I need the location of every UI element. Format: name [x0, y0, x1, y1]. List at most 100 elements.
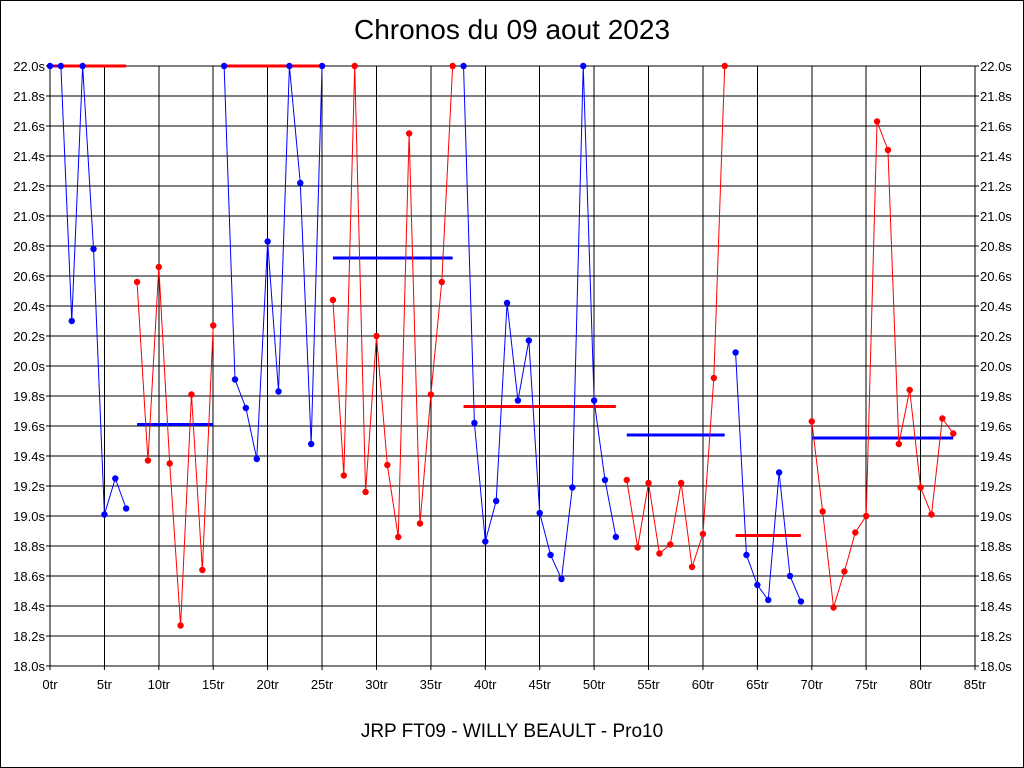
y-tick-label: 19.6s	[13, 419, 45, 434]
y-tick-label-right: 20.0s	[980, 359, 1012, 374]
data-point	[155, 263, 163, 271]
data-point	[928, 511, 935, 518]
data-point	[612, 533, 620, 541]
data-point	[645, 479, 652, 487]
data-point	[699, 530, 707, 538]
data-point	[427, 391, 435, 398]
y-tick-label: 20.0s	[13, 359, 45, 374]
y-tick-label-right: 18.8s	[980, 539, 1012, 554]
data-point	[297, 179, 304, 187]
y-tick-label-right: 21.4s	[980, 149, 1012, 164]
data-point	[525, 337, 533, 344]
x-tick-label: 10tr	[148, 677, 171, 692]
data-point	[384, 461, 391, 469]
data-point	[514, 397, 522, 404]
x-tick-label: 75tr	[855, 677, 878, 692]
data-point	[634, 544, 641, 551]
data-point	[852, 529, 859, 536]
y-tick-label-right: 21.6s	[980, 119, 1012, 134]
data-point	[775, 469, 783, 476]
data-point	[122, 505, 130, 512]
x-axis: 0tr 5tr 10tr 15tr 20tr 25tr 30tr 35tr 40tr 45tr 50…	[42, 666, 987, 692]
x-tick-label: 55tr	[637, 677, 660, 692]
y-tick-label-right: 21.2s	[980, 179, 1012, 194]
data-point	[166, 460, 173, 467]
y-tick-label-right: 21.0s	[980, 209, 1012, 224]
series-line	[223, 65, 323, 460]
y-axis-right: 18.0s 18.2s 18.4s 18.6s 18.8s 19.0s 19.2s 19.4s…	[975, 59, 1012, 674]
data-point	[79, 62, 86, 70]
y-tick-label-right: 21.8s	[980, 89, 1012, 104]
data-point	[90, 245, 97, 253]
y-tick-label-right: 19.4s	[980, 449, 1012, 464]
data-point	[231, 376, 239, 383]
y-tick-label-right: 20.6s	[980, 269, 1012, 284]
data-point	[503, 299, 511, 307]
y-tick-label: 19.2s	[13, 479, 45, 494]
data-point	[590, 397, 598, 404]
data-point	[286, 62, 293, 70]
y-tick-label-right: 20.4s	[980, 299, 1012, 314]
x-tick-label: 80tr	[909, 677, 932, 692]
y-axis-left: 18.0s 18.2s 18.4s 18.6s 18.8s 19.0s 19.2s 19.4s…	[13, 59, 50, 674]
data-point	[492, 497, 500, 505]
x-tick-label: 85tr	[964, 677, 987, 692]
data-point	[765, 596, 772, 604]
series-line	[136, 266, 214, 626]
y-tick-label: 20.6s	[13, 269, 45, 284]
x-tick-label: 5tr	[97, 677, 113, 692]
data-point	[547, 551, 554, 559]
y-tick-label: 22.0s	[13, 59, 45, 74]
data-point	[819, 508, 826, 515]
y-tick-label-right: 19.0s	[980, 509, 1012, 524]
x-tick-label: 40tr	[474, 677, 497, 692]
data-point	[438, 278, 445, 286]
data-point	[841, 568, 848, 575]
data-point	[623, 476, 630, 484]
data-point	[558, 575, 565, 583]
series-line	[811, 121, 954, 608]
x-tick-label: 15tr	[202, 677, 225, 692]
y-tick-label: 20.2s	[13, 329, 45, 344]
data-point	[373, 332, 380, 340]
data-point	[362, 488, 369, 496]
data-point	[536, 509, 543, 517]
x-tick-label: 60tr	[692, 677, 715, 692]
data-point	[133, 278, 141, 286]
x-tick-label: 45tr	[529, 677, 552, 692]
chart-title: Chronos du 09 aout 2023	[353, 14, 671, 45]
data-point	[318, 62, 326, 70]
data-point	[57, 62, 65, 70]
y-tick-label: 21.0s	[13, 209, 45, 224]
y-tick-label: 21.4s	[13, 149, 45, 164]
data-point	[743, 551, 750, 559]
data-point	[199, 566, 206, 574]
x-tick-label: 50tr	[583, 677, 606, 692]
y-tick-label: 21.2s	[13, 179, 45, 194]
data-point	[688, 563, 696, 571]
data-point	[177, 622, 184, 629]
data-point	[950, 430, 957, 437]
data-point	[471, 419, 478, 427]
series-line	[50, 65, 127, 515]
y-tick-label: 21.8s	[13, 89, 45, 104]
data-point	[188, 391, 195, 398]
data-point	[220, 62, 228, 70]
data-point	[449, 62, 456, 70]
data-point	[569, 484, 576, 491]
y-tick-label: 19.8s	[13, 389, 45, 404]
y-tick-label-right: 22.0s	[980, 59, 1012, 74]
y-tick-label: 20.4s	[13, 299, 45, 314]
y-tick-label: 19.4s	[13, 449, 45, 464]
grid-lines	[49, 65, 976, 667]
data-point	[101, 511, 108, 518]
data-point	[144, 457, 152, 464]
y-tick-label-right: 18.4s	[980, 599, 1012, 614]
data-point	[460, 62, 467, 70]
y-tick-label-right: 20.2s	[980, 329, 1012, 344]
average-lines	[50, 64, 954, 537]
y-tick-label: 18.2s	[13, 629, 45, 644]
y-tick-label: 18.4s	[13, 599, 45, 614]
